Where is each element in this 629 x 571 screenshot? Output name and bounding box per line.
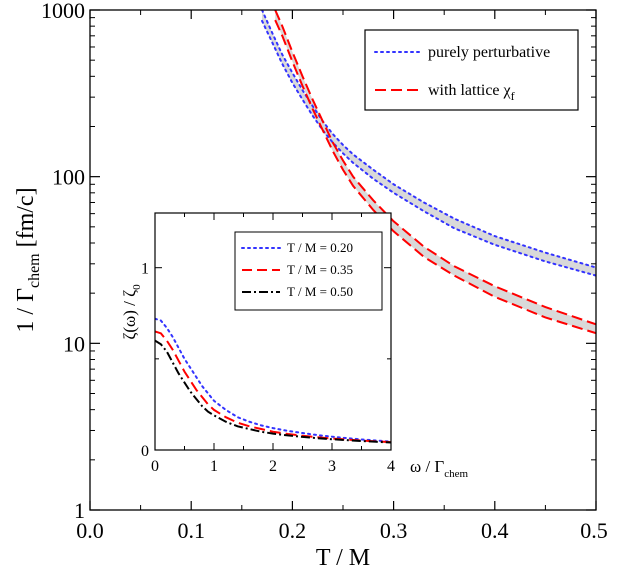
inset-x-tick-label-1: 1 xyxy=(210,458,218,475)
main-x-tick-label-4: 0.4 xyxy=(481,518,509,543)
main-series-1-lower-line xyxy=(274,19,596,335)
main-y-tick-label-2: 100 xyxy=(52,165,85,190)
main-y-tick-label-3: 1000 xyxy=(41,0,85,23)
main-legend-box xyxy=(364,29,579,111)
inset-x-axis-label: ω / Γchem xyxy=(410,457,469,480)
inset-series-1-line xyxy=(155,330,391,444)
main-x-tick-label-3: 0.3 xyxy=(380,518,408,543)
main-series xyxy=(261,10,596,335)
inset-legend-label-035: T / M = 0.35 xyxy=(287,262,353,277)
main-x-axis-label: T / M xyxy=(316,545,370,571)
main-series-1-upper-line xyxy=(274,10,596,326)
inset-legend: T / M = 0.20 T / M = 0.35 T / M = 0.50 xyxy=(234,231,383,311)
inset-y-tick-label-1: 1 xyxy=(141,261,149,278)
main-x-tick-label-0: 0.0 xyxy=(76,518,104,543)
inset-y-axis-label: ζ(ω) / ζ0 xyxy=(120,284,143,340)
main-series-0-upper-line xyxy=(261,10,596,269)
main-x-tick-label-5: 0.5 xyxy=(580,518,608,543)
main-series-0-lower-line xyxy=(261,19,596,277)
inset-x-tick-label-2: 2 xyxy=(269,458,277,475)
inset-series xyxy=(155,317,391,444)
main-y-tick-label-1: 10 xyxy=(63,331,85,356)
inset-x-tick-label-4: 4 xyxy=(387,458,395,475)
inset-legend-label-050: T / M = 0.50 xyxy=(287,284,353,299)
inset-x-tick-label-0: 0 xyxy=(151,458,159,475)
inset-legend-label-020: T / M = 0.20 xyxy=(287,240,353,255)
inset-x-tick-label-3: 3 xyxy=(328,458,336,475)
inset-series-2-line xyxy=(155,339,391,444)
inset-x-ticks: 0 1 2 3 4 xyxy=(151,213,395,475)
main-x-tick-label-2: 0.2 xyxy=(279,518,307,543)
inset-series-0-line xyxy=(155,317,391,443)
inset-y-tick-label-0: 0 xyxy=(141,443,149,460)
main-y-tick-label-0: 1 xyxy=(74,498,85,523)
legend-label-lattice: with lattice χf xyxy=(428,82,515,103)
legend-label-perturbative: purely perturbative xyxy=(428,44,550,61)
main-x-tick-label-1: 0.1 xyxy=(177,518,205,543)
main-y-axis-label: 1 / Γchem [fm/c] xyxy=(13,187,43,332)
main-legend: purely perturbative with lattice χf xyxy=(364,29,579,111)
main-x-ticks: 0.0 0.1 0.2 0.3 0.4 0.5 xyxy=(76,10,608,543)
inset-y-ticks: 01 xyxy=(141,261,391,460)
